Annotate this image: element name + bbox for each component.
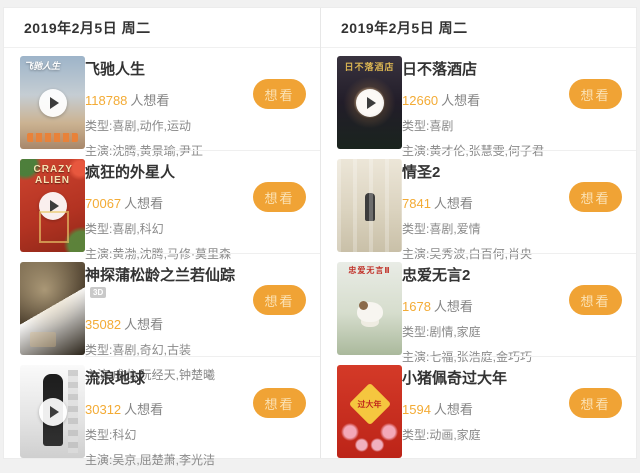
date-header: 2019年2月5日 周二	[321, 8, 636, 48]
want-to-see-button[interactable]: 想看	[253, 79, 306, 109]
movie-poster[interactable]: 忠爱无言Ⅱ	[337, 262, 402, 355]
movie-genres: 类型:科幻	[85, 428, 137, 442]
movie-genres: 类型:剧情,家庭	[402, 325, 481, 339]
movie-cast: 主演:黄才伦,张慧雯,何子君	[402, 144, 545, 158]
date-header: 2019年2月5日 周二	[4, 8, 320, 48]
movie-poster[interactable]	[337, 159, 402, 252]
want-to-see-button[interactable]: 想看	[253, 182, 306, 212]
movie-card[interactable]: 流浪地球 30312 人想看 类型:科幻 主演:吴京,屈楚萧,李光洁 想看	[4, 357, 320, 467]
want-count-suffix: 人想看	[124, 196, 164, 211]
want-count: 1678 人想看	[402, 296, 566, 315]
want-count: 7841 人想看	[402, 193, 566, 212]
movie-title: 飞驰人生	[85, 61, 146, 78]
movie-info: 神探蒲松龄之兰若仙踪 3D 35082 人想看 类型:喜剧,奇幻,古装 主演:成龙,…	[85, 264, 250, 383]
movie-poster[interactable]: 日不落酒店	[337, 56, 402, 149]
want-count-suffix: 人想看	[124, 402, 164, 417]
want-count: 1594 人想看	[402, 399, 566, 418]
movie-title: 日不落酒店	[402, 61, 478, 78]
movie-genres: 类型:喜剧,科幻	[85, 222, 164, 236]
movie-cast: 主演:七福,张浩庭,金巧巧	[402, 350, 533, 364]
movie-title: 忠爱无言2	[402, 267, 471, 284]
movie-genres: 类型:喜剧	[402, 119, 454, 133]
want-to-see-button[interactable]: 想看	[253, 285, 306, 315]
movie-genres: 类型:喜剧,爱情	[402, 222, 481, 236]
movie-card[interactable]: 忠爱无言Ⅱ 忠爱无言2 1678 人想看 类型:剧情,家庭 主演:七福,张浩庭,金…	[321, 254, 636, 364]
movie-title: 神探蒲松龄之兰若仙踪	[85, 267, 236, 284]
want-count-suffix: 人想看	[124, 317, 164, 332]
poster-title-text: 忠爱无言Ⅱ	[348, 266, 391, 275]
movie-title: 流浪地球	[85, 370, 146, 387]
movie-cast: 主演:黄渤,沈腾,马修·莫里森	[85, 247, 231, 261]
play-icon[interactable]	[38, 88, 67, 117]
movie-genres: 类型:动画,家庭	[402, 428, 481, 442]
want-count-number: 35082	[85, 317, 122, 332]
movie-cast: 主演:成龙,阮经天,钟楚曦	[85, 368, 216, 382]
want-count-number: 7841	[402, 196, 431, 211]
want-count: 30312 人想看	[85, 399, 250, 418]
want-to-see-button[interactable]: 想看	[569, 388, 622, 418]
movie-info: 疯狂的外星人 70067 人想看 类型:喜剧,科幻 主演:黄渤,沈腾,马修·莫里森	[85, 161, 250, 262]
want-count-suffix: 人想看	[433, 299, 473, 314]
movie-cast: 主演:吴秀波,白百何,肖央	[402, 247, 533, 261]
poster-title-text: CRAZY ALIEN	[33, 164, 73, 186]
poster-title-text: 飞驰人生	[24, 61, 61, 71]
movie-poster[interactable]: CRAZY ALIEN	[20, 159, 85, 252]
want-to-see-button[interactable]: 想看	[253, 388, 306, 418]
want-to-see-button[interactable]: 想看	[569, 182, 622, 212]
movie-info: 飞驰人生 118788 人想看 类型:喜剧,动作,运动 主演:沈腾,黄景瑜,尹正	[85, 58, 250, 159]
movie-cast: 主演:吴京,屈楚萧,李光洁	[85, 453, 216, 467]
movie-info: 流浪地球 30312 人想看 类型:科幻 主演:吴京,屈楚萧,李光洁	[85, 367, 250, 468]
want-count: 12660 人想看	[402, 90, 566, 109]
movie-genres: 类型:喜剧,奇幻,古装	[85, 343, 192, 357]
want-count-suffix: 人想看	[433, 196, 473, 211]
want-count-number: 118788	[85, 93, 128, 108]
poster-title-text: 过大年	[357, 400, 382, 409]
play-icon[interactable]	[355, 88, 384, 117]
want-count-number: 30312	[85, 402, 122, 417]
movie-card[interactable]: 日不落酒店 日不落酒店 12660 人想看 类型:喜剧 主演:黄才伦,张慧雯,何子…	[321, 48, 636, 158]
want-count: 70067 人想看	[85, 193, 250, 212]
movie-title: 疯狂的外星人	[85, 164, 176, 181]
play-icon[interactable]	[38, 397, 67, 426]
movie-poster[interactable]: 飞驰人生	[20, 56, 85, 149]
want-count: 118788 人想看	[85, 90, 250, 109]
column-right: 2019年2月5日 周二 日不落酒店 日不落酒店 12660 人想看 类型:喜剧 …	[320, 8, 636, 458]
badge-3d: 3D	[90, 287, 107, 298]
want-count: 35082 人想看	[85, 314, 250, 333]
column-left: 2019年2月5日 周二 飞驰人生 飞驰人生 118788 人想看 类型:喜剧,动…	[4, 8, 320, 467]
want-count-number: 1678	[402, 299, 431, 314]
movie-poster[interactable]	[20, 262, 85, 355]
poster-title-text: 日不落酒店	[344, 62, 395, 72]
content-panel: 2019年2月5日 周二 飞驰人生 飞驰人生 118788 人想看 类型:喜剧,动…	[3, 7, 637, 467]
movie-card[interactable]: CRAZY ALIEN 疯狂的外星人 70067 人想看 类型:喜剧,科幻 主演:…	[4, 151, 320, 261]
play-icon[interactable]	[38, 191, 67, 220]
movie-title: 情圣2	[402, 164, 441, 181]
movie-info: 小猪佩奇过大年 1594 人想看 类型:动画,家庭	[402, 367, 566, 443]
want-to-see-button[interactable]: 想看	[569, 79, 622, 109]
want-count-number: 12660	[402, 93, 439, 108]
movie-card[interactable]: 飞驰人生 飞驰人生 118788 人想看 类型:喜剧,动作,运动 主演:沈腾,黄景…	[4, 48, 320, 158]
want-count-number: 70067	[85, 196, 122, 211]
movie-card[interactable]: 神探蒲松龄之兰若仙踪 3D 35082 人想看 类型:喜剧,奇幻,古装 主演:成龙,…	[4, 254, 320, 382]
movie-cast: 主演:沈腾,黄景瑜,尹正	[85, 144, 204, 158]
want-count-suffix: 人想看	[130, 93, 170, 108]
movie-genres: 类型:喜剧,动作,运动	[85, 119, 192, 133]
movie-title: 小猪佩奇过大年	[402, 370, 508, 387]
want-to-see-button[interactable]: 想看	[569, 285, 622, 315]
movie-card[interactable]: 情圣2 7841 人想看 类型:喜剧,爱情 主演:吴秀波,白百何,肖央 想看	[321, 151, 636, 261]
movie-info: 忠爱无言2 1678 人想看 类型:剧情,家庭 主演:七福,张浩庭,金巧巧	[402, 264, 566, 365]
movie-poster[interactable]: 过大年	[337, 365, 402, 458]
want-count-number: 1594	[402, 402, 431, 417]
movie-info: 情圣2 7841 人想看 类型:喜剧,爱情 主演:吴秀波,白百何,肖央	[402, 161, 566, 262]
want-count-suffix: 人想看	[441, 93, 481, 108]
movie-info: 日不落酒店 12660 人想看 类型:喜剧 主演:黄才伦,张慧雯,何子君	[402, 58, 566, 159]
want-count-suffix: 人想看	[433, 402, 473, 417]
movie-card[interactable]: 过大年 小猪佩奇过大年 1594 人想看 类型:动画,家庭 想看	[321, 357, 636, 460]
movie-poster[interactable]	[20, 365, 85, 458]
